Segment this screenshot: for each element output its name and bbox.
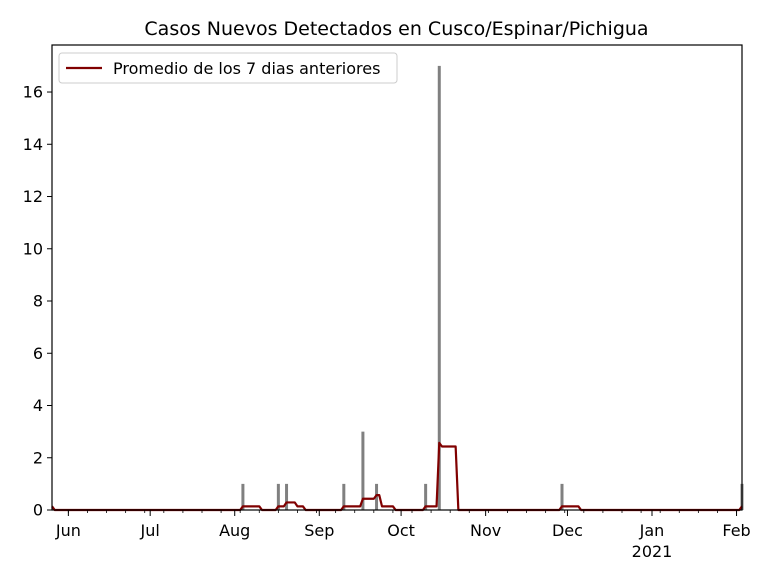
x-tick-label: Jan (639, 521, 665, 540)
x-tick-label: Feb (722, 521, 750, 540)
x-tick-label: Jul (140, 521, 160, 540)
chart-bar (241, 483, 245, 510)
y-tick-label: 10 (23, 239, 43, 258)
legend-box (58, 52, 398, 84)
x-tick-label: Oct (387, 521, 415, 540)
chart-bar (424, 483, 428, 510)
y-tick-label: 4 (33, 396, 43, 415)
chart-bar (361, 431, 365, 510)
x-tick-year-label: 2021 (632, 542, 673, 561)
axes-frame (51, 44, 743, 511)
axis-ticks: 0 2 4 6 8 10 12 14 16 Jun Jul Aug Sep Oct Nov Dec Jan 202… (23, 83, 751, 561)
y-tick-label: 0 (33, 501, 43, 520)
chart-bar (560, 483, 564, 510)
legend-label: Promedio de los 7 dias anteriores (113, 59, 380, 78)
chart-bar (437, 65, 441, 511)
chart-bar (342, 483, 346, 510)
y-tick-label: 12 (23, 187, 43, 206)
chart-bar (285, 483, 289, 510)
chart-title: Casos Nuevos Detectados en Cusco/Espinar… (144, 18, 648, 40)
y-tick-label: 8 (33, 292, 43, 311)
x-tick-label: Sep (304, 521, 334, 540)
y-tick-label: 2 (33, 448, 43, 467)
y-tick-label: 6 (33, 344, 43, 363)
x-tick-label: Aug (219, 521, 250, 540)
x-tick-label: Nov (470, 521, 501, 540)
x-tick-label: Dec (552, 521, 583, 540)
chart-bar (276, 483, 280, 510)
y-tick-label: 16 (23, 83, 43, 102)
y-tick-label: 14 (23, 135, 43, 154)
legend[interactable]: Promedio de los 7 dias anteriores (58, 52, 398, 84)
x-tick-label: Jun (55, 521, 81, 540)
